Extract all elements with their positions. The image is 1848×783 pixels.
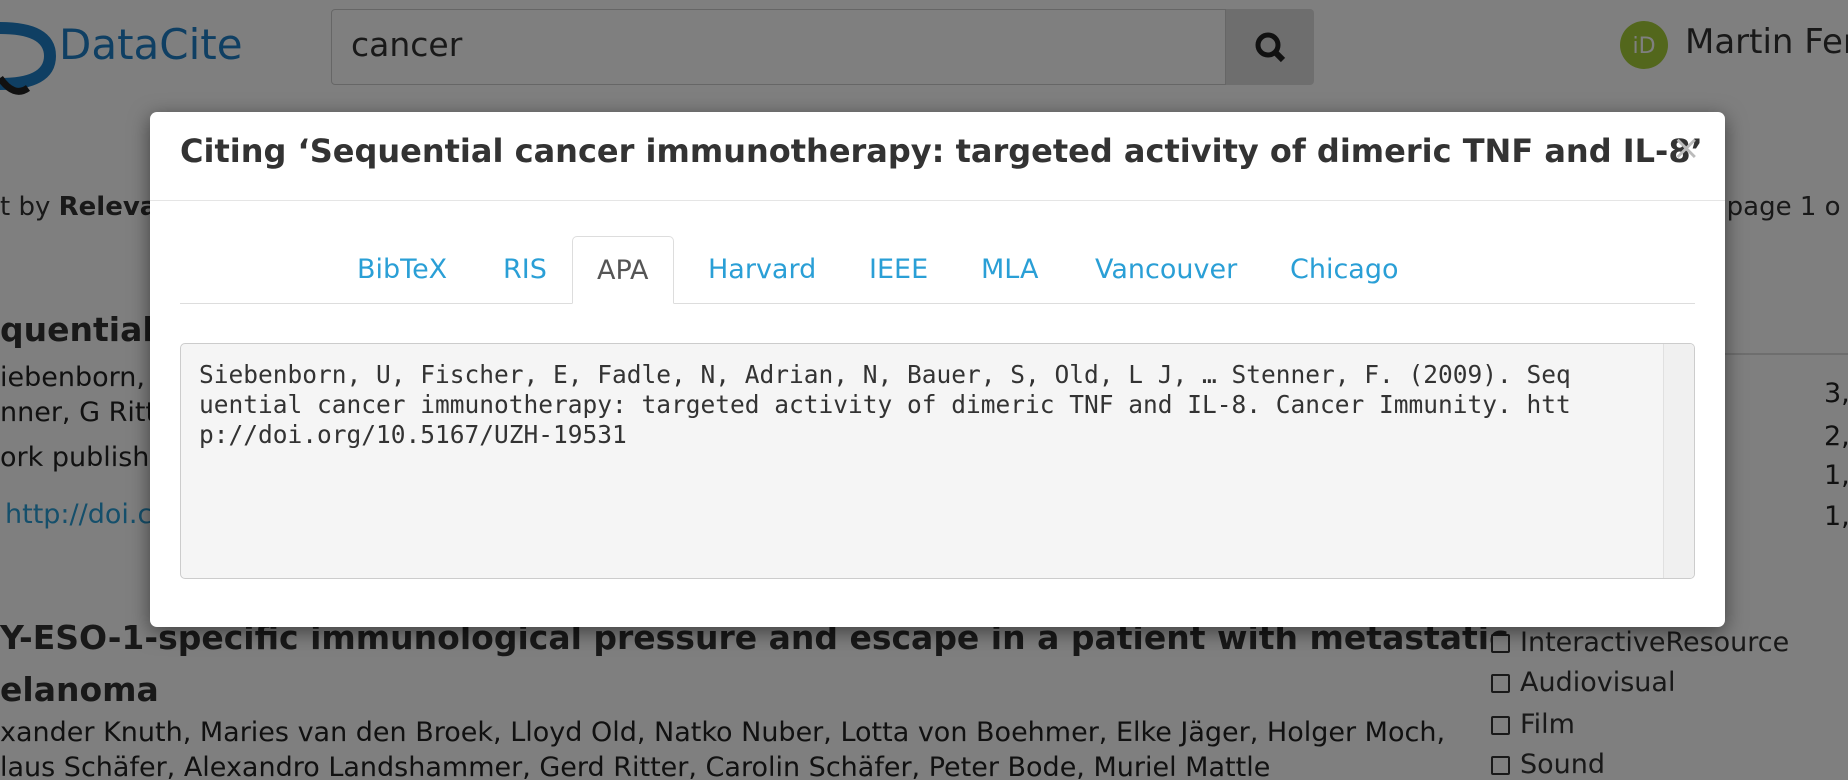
format-tab[interactable]: Chicago: [1290, 254, 1399, 285]
format-tab[interactable]: BibTeX: [357, 254, 448, 285]
scrollbar[interactable]: [1663, 344, 1694, 578]
tab-divider: [180, 303, 1695, 304]
format-tab[interactable]: RIS: [503, 254, 547, 285]
citation-modal: Citing ‘Sequential cancer immunotherapy:…: [150, 112, 1725, 627]
header-divider: [150, 200, 1725, 201]
format-tab[interactable]: IEEE: [869, 254, 929, 285]
modal-title: Citing ‘Sequential cancer immunotherapy:…: [180, 132, 1703, 170]
close-button[interactable]: ×: [1672, 128, 1701, 168]
citation-text: Siebenborn, U, Fischer, E, Fadle, N, Adr…: [199, 360, 1571, 449]
citation-box[interactable]: Siebenborn, U, Fischer, E, Fadle, N, Adr…: [180, 343, 1695, 579]
format-tab[interactable]: Harvard: [708, 254, 817, 285]
format-tab[interactable]: Vancouver: [1095, 254, 1238, 285]
format-tab[interactable]: MLA: [981, 254, 1039, 285]
format-tab[interactable]: APA: [572, 236, 674, 304]
